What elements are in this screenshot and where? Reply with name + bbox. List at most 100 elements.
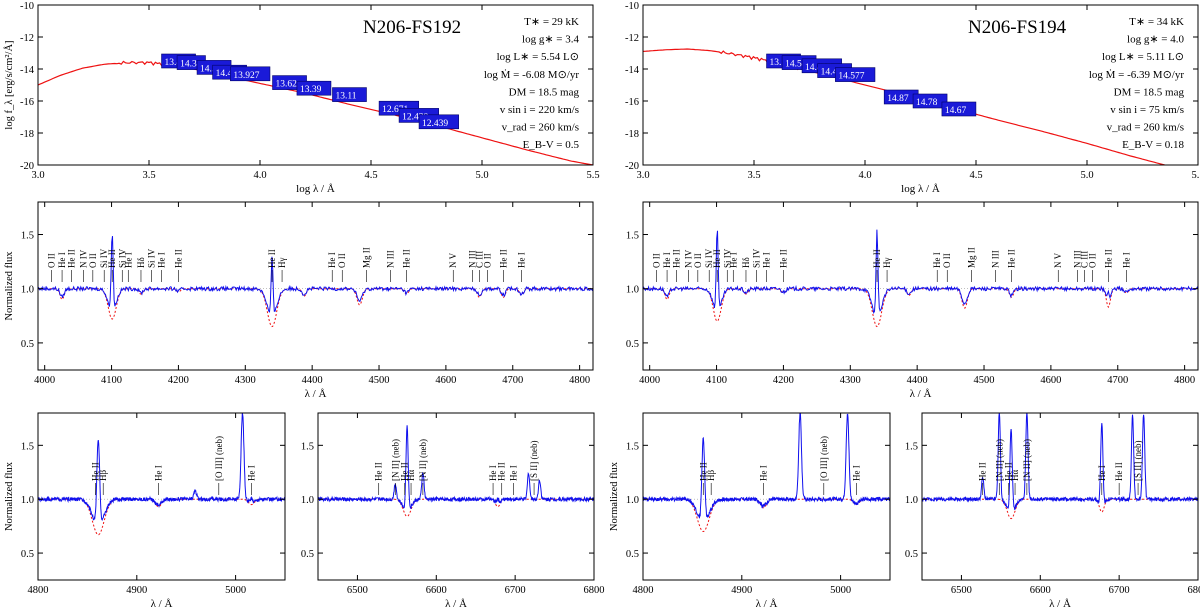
x-tick-label: 4200: [773, 375, 794, 386]
photometry-label: 14.87: [887, 94, 909, 104]
spec_left_halpha-plot-area: [318, 425, 594, 517]
x-axis-label: λ / Å: [1049, 598, 1071, 610]
plot-frame: [642, 412, 891, 581]
line-id-label: [N II] (neb): [994, 439, 1004, 481]
stellar-parameter: log g∗ = 4.0: [1127, 34, 1184, 46]
x-tick-label: 4600: [1040, 375, 1061, 386]
stellar-parameter: log L∗ = 5.11 L⊙: [1102, 51, 1184, 63]
stellar-parameter: v_rad = 260 km/s: [502, 122, 579, 134]
line-id-label: Si IV: [752, 248, 762, 268]
y-tick-label: -10: [20, 1, 34, 12]
y-tick-label: -20: [20, 161, 34, 172]
line-id-label: He II: [498, 249, 508, 268]
x-tick-label: 6800: [584, 585, 605, 596]
line-id-label: N III: [1073, 250, 1083, 268]
line-id-label: He I: [662, 252, 672, 268]
line-id-label: He II: [778, 249, 788, 268]
x-tick-label: 6500: [951, 585, 972, 596]
x-tick-label: 4200: [168, 375, 189, 386]
line-id-label: N V: [1053, 252, 1063, 268]
line-id-label: He I: [1121, 252, 1131, 268]
x-tick-label: 5000: [225, 585, 246, 596]
photometry-box: [296, 80, 332, 96]
x-tick-label: 4300: [235, 375, 256, 386]
y-tick-label: -18: [625, 129, 639, 140]
plot-frame: [37, 412, 286, 581]
model-spectrum-line: [38, 288, 593, 328]
line-id-label: N III: [385, 250, 395, 268]
photometry-label: 12.439: [422, 119, 448, 129]
line-id-label: He II: [66, 249, 76, 268]
x-tick-label: 4700: [1107, 375, 1128, 386]
x-tick-label: 4100: [706, 375, 727, 386]
stellar-parameter: T∗ = 29 kK: [524, 16, 579, 28]
line-id-label: [S II] (neb): [529, 441, 539, 481]
plot-frame: [642, 201, 1199, 371]
plot-frame: [317, 412, 595, 581]
line-id-label: He II: [1004, 462, 1014, 481]
x-tick-label: 4400: [907, 375, 928, 386]
line-id-label: He II: [872, 249, 882, 268]
x-tick-label: 6500: [347, 585, 368, 596]
spec_right_blue-plot-area: [643, 229, 1198, 328]
line-id-label: He II: [1103, 249, 1113, 268]
photometry-label: 14.41: [821, 68, 843, 78]
y-tick-label: 1.5: [905, 441, 918, 452]
model-spectrum-line: [38, 498, 285, 536]
x-tick-label: 4000: [34, 375, 55, 386]
stellar-parameter: E_B-V = 0.5: [523, 139, 580, 151]
spec_left_blue-plot-area: [38, 236, 593, 328]
sed_right-plot-area: 13.1514.5414.43714.4114.57714.8714.7814.…: [643, 48, 1165, 165]
y-tick-label: 1.0: [905, 495, 918, 506]
line-id-label: [N II] (neb): [1022, 439, 1032, 481]
x-tick-label: 6600: [1030, 585, 1051, 596]
x-axis-label: λ / Å: [151, 598, 173, 610]
line-id-label: O II: [46, 253, 56, 268]
stellar-parameter: v sin i = 75 km/s: [1110, 104, 1184, 116]
y-tick-label: 1.5: [301, 441, 314, 452]
observed-spectrum-line: [38, 236, 593, 313]
photometry-box: [941, 101, 977, 117]
line-id-label: [O III] (neb): [819, 436, 829, 481]
x-tick-label: 4800: [28, 585, 49, 596]
x-axis-label: log λ / Å: [901, 183, 940, 195]
spec_left_hbeta-plot-area: [38, 413, 285, 536]
line-id-label: Hδ: [741, 257, 751, 268]
photometry-box: [835, 67, 876, 82]
photometry-label: 12.671: [382, 105, 408, 115]
y-axis-label: Normalized flux: [4, 461, 15, 531]
stellar-parameter: log g∗ = 3.4: [522, 34, 579, 46]
line-id-label: Hα: [406, 470, 416, 481]
model-sed-line: [38, 60, 593, 165]
line-id-label: He I: [509, 465, 519, 481]
photometry-label: 14.78: [916, 98, 938, 108]
photometry-label: 14.41: [216, 69, 238, 79]
y-axis-label: Normalized flux: [4, 251, 15, 321]
line-id-label: [N II] (neb): [418, 439, 428, 481]
photometry-box: [332, 87, 367, 102]
y-tick-label: 1.0: [301, 495, 314, 506]
x-tick-label: 4800: [1174, 375, 1195, 386]
stellar-parameter: v sin i = 220 km/s: [500, 104, 579, 116]
stellar-parameter: T∗ = 34 kK: [1129, 16, 1184, 28]
line-id-label: He II: [90, 462, 100, 481]
line-id-label: He II: [107, 249, 117, 268]
line-id-label: He II: [712, 249, 722, 268]
line-id-label: N V: [448, 252, 458, 268]
y-tick-label: 1.5: [626, 441, 639, 452]
y-tick-label: 1.0: [626, 495, 639, 506]
spec_right_halpha-plot-area: [922, 413, 1198, 520]
photometry-label: 13.45: [165, 58, 187, 68]
x-tick-label: 5000: [830, 585, 851, 596]
photometry-label: 14.34: [200, 64, 222, 74]
line-id-label: Hβ: [706, 470, 716, 481]
line-id-label: He II: [374, 462, 384, 481]
x-tick-label: 4.0: [858, 170, 871, 181]
model-spectrum-line: [318, 498, 594, 517]
y-tick-label: 0.5: [626, 339, 639, 350]
observed-spectrum-line: [922, 413, 1198, 511]
line-id-label: N IV: [78, 249, 88, 268]
x-tick-label: 6600: [426, 585, 447, 596]
